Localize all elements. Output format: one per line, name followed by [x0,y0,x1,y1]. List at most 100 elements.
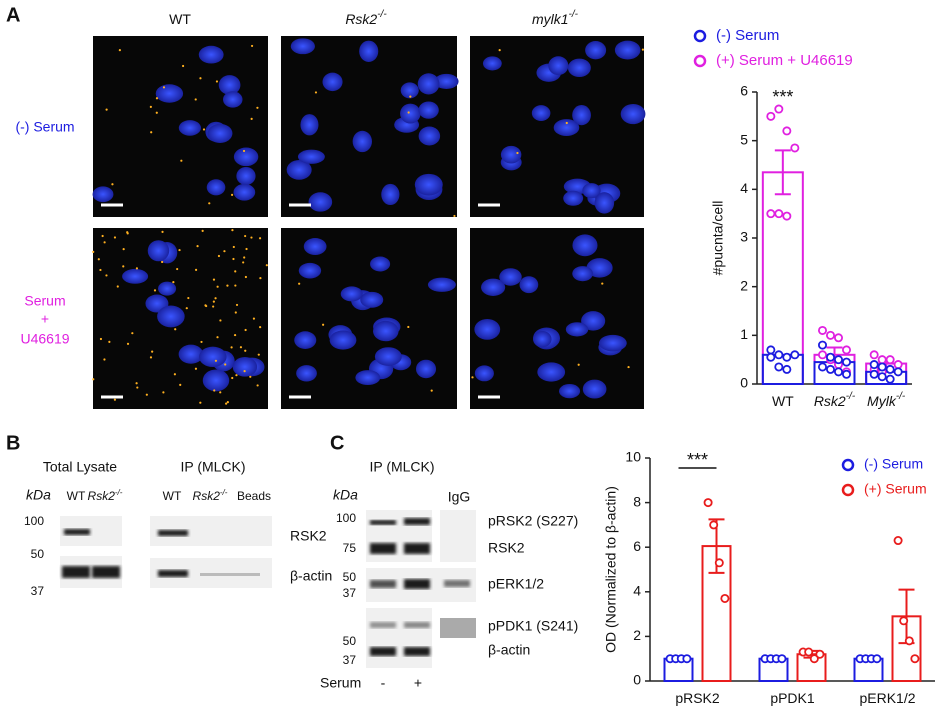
puncta [202,128,206,131]
data-point [885,355,895,365]
marker: 75 [343,541,357,555]
puncta [126,231,129,234]
band [92,566,120,578]
nucleus [147,240,170,262]
legend-label: (-) Serum [716,27,779,44]
puncta [641,48,645,51]
nucleus [474,319,501,340]
puncta [212,278,216,281]
puncta [199,401,202,404]
category: pRSK2 [675,690,720,706]
puncta [92,378,95,381]
error-bar [774,149,791,196]
puncta [212,305,215,308]
blot-header: IP (MLCK) [369,459,434,475]
puncta [108,340,111,344]
data-point [782,352,792,362]
nucleus [381,183,400,206]
data-point [910,654,920,664]
puncta [99,268,102,272]
nucleus [329,330,357,350]
x-tick-label: Mylk-/- [867,391,906,409]
puncta [217,254,221,258]
nucleus [563,190,584,206]
puncta [242,149,246,153]
legend-marker [841,458,855,472]
puncta [149,356,153,359]
data-point [818,362,828,372]
legend-label: (-) Serum [864,456,923,472]
marker: 37 [343,653,357,667]
puncta [99,337,103,341]
band-label: pRSK2 (S227) [488,513,578,529]
data-point [834,367,844,377]
y-tick-label: 1 [740,326,748,342]
serum-label: - [381,675,386,691]
puncta [215,80,219,83]
data-point [782,126,792,136]
puncta [565,121,568,125]
puncta [216,285,219,288]
band [370,622,396,628]
nucleus [233,183,256,201]
kda: kDa [26,487,51,503]
nucleus [572,234,598,257]
nucleus [233,147,259,167]
puncta [131,332,134,335]
data-point [709,520,719,530]
legend-label: (+) Serum [864,481,927,497]
nucleus [374,347,402,366]
puncta [258,237,262,240]
puncta [212,300,215,303]
data-point [842,357,852,367]
puncta [577,363,580,366]
data-point [826,352,836,362]
band [404,579,430,589]
puncta [409,95,412,98]
y-tick-label: 6 [740,83,748,99]
band-label: β-actin [488,642,530,658]
puncta [135,382,138,385]
nucleus [178,120,202,136]
nucleus [414,173,443,196]
data-point [815,649,825,659]
puncta [174,328,177,331]
lane-label: Rsk2-/- [193,488,228,504]
nucleus [340,286,363,302]
nucleus [202,369,230,392]
nucleus [553,119,580,137]
puncta [252,317,256,320]
puncta [105,274,108,277]
y-tick-label: 3 [740,229,748,245]
nucleus [232,356,258,377]
blot-b: Total Lysate IP (MLCK) kDa WT Rsk2-/- WT… [24,459,332,598]
y-tick-label: 10 [625,449,641,465]
y-tick-label: 8 [633,493,641,509]
band-label: β-actin [290,568,332,584]
y-tick-label: 2 [740,277,748,293]
band [404,518,430,525]
puncta [225,402,228,405]
puncta [180,159,183,162]
data-point [703,498,713,508]
y-tick-label: 0 [740,375,748,391]
nucleus [531,105,551,121]
nucleus [559,384,581,399]
band-label: RSK2 [488,540,525,556]
lane-label: WT [163,489,182,503]
blot [366,510,432,562]
puncta [185,307,188,310]
blot-header: IP (MLCK) [180,459,245,475]
puncta [430,389,433,392]
puncta [105,108,108,111]
puncta [162,391,165,394]
legend-marker [693,54,707,68]
x-tick-label: Rsk2-/- [814,391,856,409]
puncta [200,340,203,344]
nucleus [481,278,506,296]
nucleus [500,145,522,164]
data-point [899,616,909,626]
band [404,647,430,656]
puncta [101,234,104,238]
